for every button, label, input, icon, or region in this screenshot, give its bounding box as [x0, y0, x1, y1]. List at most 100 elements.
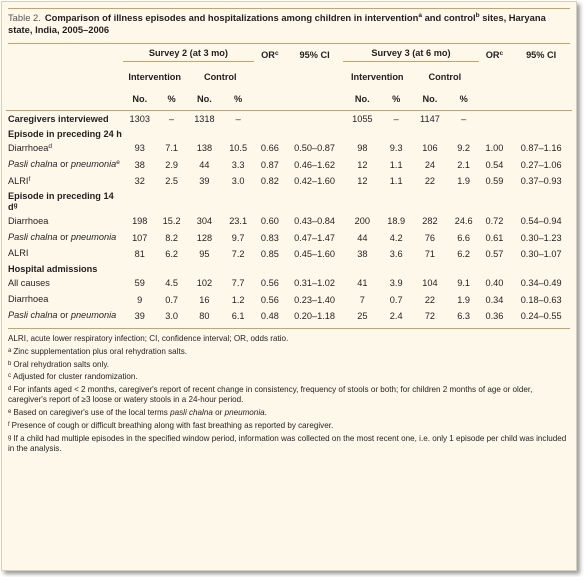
table-cell: 0.48 [260, 310, 279, 321]
table-cell: 0.87 [260, 159, 279, 170]
table-cell: 0.7 [389, 294, 403, 305]
column-header: Control [428, 72, 462, 82]
header-text: Survey 2 (at 3 mo) [122, 48, 254, 62]
footnote-mark: d [8, 386, 12, 393]
text-run: pneumonia [70, 232, 117, 243]
text-run: All causes [8, 277, 50, 288]
table-cell: – [169, 114, 175, 125]
footnote: b Oral rehydration salts only. [8, 360, 570, 370]
footnote: a Zinc supplementation plus oral rehydrat… [8, 347, 570, 357]
table-cell: 304 [196, 216, 213, 227]
table-cell: 6.3 [457, 310, 471, 321]
table-header: Table 2. Comparison of illness episodes a… [8, 8, 570, 44]
column-header: % [222, 88, 254, 111]
table-cell: 23.1 [229, 216, 248, 227]
table-cell: 3.0 [165, 310, 178, 321]
text-run: Adjusted for cluster randomization. [13, 372, 138, 382]
footnote: e Based on caregiver's use of the local t… [8, 408, 570, 418]
table-cell: 0.59 [485, 176, 504, 187]
table-cell: 3.0 [231, 176, 245, 187]
section-row: Hospital admissions [6, 262, 572, 275]
table-cell: 39 [199, 176, 210, 187]
column-header: Intervention [128, 72, 181, 82]
table-cell: 41 [357, 278, 368, 289]
table-cell: 0.18–0.63 [520, 294, 562, 305]
text-run: ALRI, acute lower respiratory infection;… [8, 333, 289, 343]
table-cell: 0.23–1.40 [294, 294, 335, 305]
table-cell: 198 [132, 216, 148, 227]
text-run: and control [421, 12, 476, 23]
table-cell: 138 [196, 143, 213, 154]
table-cell: 3.9 [389, 278, 403, 289]
table-cell: 6.1 [231, 310, 245, 321]
footnote-mark: e [8, 409, 12, 416]
text-run: pneumonia [70, 310, 117, 321]
text-run: Zinc supplementation plus oral rehydrati… [13, 346, 187, 356]
header-text: 95% CI [299, 50, 330, 60]
table-cell: 3.6 [389, 248, 403, 259]
table-cell: 1.9 [457, 294, 471, 305]
row-label: Pasli chalna or pneumonia [6, 229, 123, 245]
table-cell: 0.45–1.60 [294, 248, 335, 259]
header-row: Intervention Control Intervention Control [6, 66, 572, 88]
table-cell: 0.87–1.16 [520, 143, 562, 154]
blank-cell [478, 88, 511, 111]
table-cell: 9.1 [457, 278, 471, 289]
blank-cell [6, 66, 123, 88]
row-label: ALRI [6, 246, 123, 262]
table-cell: 7 [359, 294, 365, 305]
text-run: or [212, 408, 225, 418]
column-header: % [448, 88, 479, 111]
header-row: No.% No.% No.% No.% [6, 88, 572, 111]
table-cell: 0.30–1.07 [520, 248, 562, 259]
text-run: Diarrhoea [8, 142, 49, 153]
table-cell: 76 [424, 232, 436, 243]
table-cell: 0.31–1.02 [294, 278, 335, 289]
table-cell: 18.9 [387, 216, 406, 227]
text-run: Caregivers interviewed [8, 113, 109, 124]
column-header: Intervention [350, 72, 404, 82]
table-cell: 22 [424, 176, 436, 187]
text-run: ALRI [8, 175, 29, 186]
table-cell: 44 [199, 159, 210, 170]
data-row: Pasli chalna or pneumoniae 38 2.9 44 3.3 0.87… [6, 157, 572, 173]
column-header: 95% CI [510, 44, 572, 66]
table-cell: 102 [196, 278, 213, 289]
table-cell: 32 [134, 176, 145, 187]
column-header: No. [411, 88, 449, 111]
table-cell: 44 [357, 232, 368, 243]
blank-cell [286, 111, 344, 128]
table-cell: 6.2 [457, 248, 471, 259]
row-label: Diarrhoead [6, 140, 123, 156]
table-cell: 38 [134, 159, 145, 170]
text-run: Pasli chalna [8, 310, 58, 321]
table-cell: 0.7 [165, 294, 178, 305]
table-cell: 128 [196, 232, 213, 243]
text-run: Pasli chalna [8, 159, 58, 170]
table-cell: 7.2 [231, 248, 245, 259]
blank-cell [123, 189, 572, 213]
data-row: Pasli chalna or pneumonia 39 3.0 80 6.1 0.48 0… [6, 308, 572, 328]
table-cell: 71 [424, 248, 436, 259]
superscript: e [116, 159, 120, 167]
column-header: ORc [479, 44, 511, 66]
table-cell: 95 [199, 248, 210, 259]
superscript: f [28, 175, 31, 183]
table-cell: 9.3 [389, 143, 403, 154]
table-cell: 72 [424, 310, 436, 321]
text-run: or [57, 159, 71, 170]
table-cell: 104 [422, 278, 438, 289]
table-cell: 0.43–0.84 [294, 216, 335, 227]
table-cell: 0.54–0.94 [520, 216, 562, 227]
data-row: All causes 59 4.5 102 7.7 0.56 0.31–1.02 41 3.9 1… [6, 275, 572, 291]
table-cell: 0.66 [260, 143, 279, 154]
text-run: Presence of cough or difficult breathing… [11, 420, 334, 430]
header-text: 95% CI [526, 50, 557, 60]
table-cell: 9.2 [457, 143, 471, 154]
table-cell: 0.40 [485, 278, 504, 289]
footnote-mark: c [8, 373, 11, 380]
table-cell: 0.85 [260, 248, 279, 259]
table-cell: 22 [424, 294, 436, 305]
column-header: ORc [254, 44, 286, 66]
